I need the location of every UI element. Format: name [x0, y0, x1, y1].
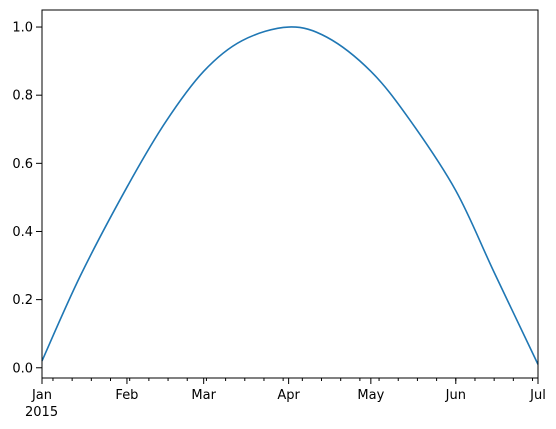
series-line [41, 26, 539, 365]
x-tick-label: Mar [191, 388, 216, 403]
y-tick-label: 0.8 [12, 89, 33, 104]
y-tick-label: 0.0 [12, 361, 33, 376]
y-tick-label: 1.0 [12, 21, 33, 36]
y-tick-label: 0.2 [12, 293, 33, 308]
y-tick-label: 0.6 [12, 157, 33, 172]
y-tick-label: 0.4 [12, 225, 33, 240]
x-tick-label: Jun [445, 388, 466, 403]
x-tick-year-label: 2015 [25, 405, 58, 420]
x-tick-label: Feb [115, 388, 138, 403]
y-axis-ticks: 0.0 0.2 0.4 0.6 0.8 1.0 [12, 21, 42, 376]
x-tick-label: Jan [31, 388, 52, 403]
x-tick-label: Apr [277, 388, 300, 403]
axes-frame [41, 9, 539, 379]
x-axis-ticks: Jan 2015 Feb Mar Apr May Jun Jul [25, 378, 546, 420]
plot-area [42, 10, 538, 378]
x-tick-label: May [357, 388, 384, 403]
x-tick-label: Jul [529, 388, 546, 403]
